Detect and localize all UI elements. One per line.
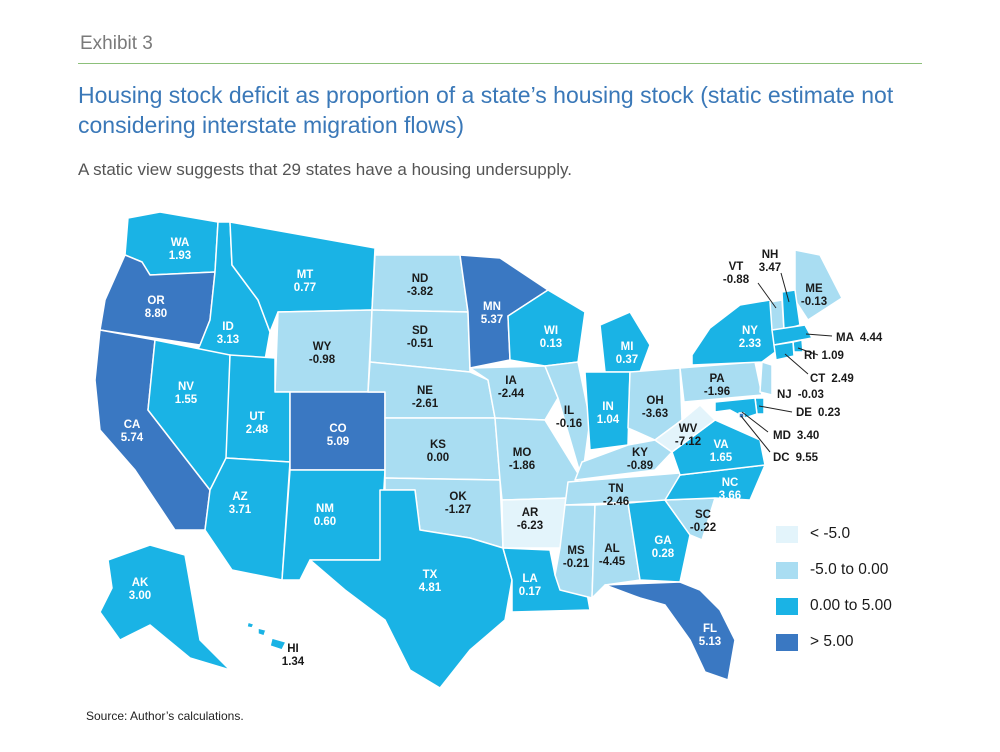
label-AL: AL -4.45 [599,543,626,568]
label-VA: VA 1.65 [710,439,733,464]
legend-swatch-lt-neg5 [776,525,798,543]
label-MN: MN 5.37 [481,301,503,326]
label-SC: SC -0.22 [690,509,716,534]
state-TX [309,489,513,689]
label-TN: TN -2.46 [603,483,629,508]
label-HI: HI 1.34 [282,643,305,668]
label-NJ: NJ -0.03 [777,389,824,401]
label-VT: VT -0.88 [723,261,750,286]
state-MD [714,397,758,419]
label-TX: TX 4.81 [419,569,442,594]
state-AZ [204,457,291,581]
label-CO: CO 5.09 [327,423,349,448]
label-NH: NH 3.47 [759,249,781,274]
label-KY: KY -0.89 [627,447,653,472]
state-AK [99,544,231,671]
label-MA: MA 4.44 [836,332,883,344]
state-GA [627,499,691,583]
state-AL [591,502,641,599]
state-FL [604,581,736,681]
state-MA [771,324,813,346]
label-WV: WV -7.12 [675,423,701,448]
state-NY [691,299,779,366]
legend-label: 0.00 to 5.00 [810,597,892,614]
state-RI [792,339,804,353]
legend-swatch-0-to-5 [776,597,798,615]
label-CA: CA 5.74 [121,419,144,444]
label-MS: MS -0.21 [563,545,590,570]
label-AK: AK 3.00 [129,577,151,602]
label-MO: MO -1.86 [509,447,535,472]
source-note: Source: Author’s calculations. [86,709,244,723]
state-HI [246,621,287,651]
state-CT [773,341,795,361]
label-MI: MI 0.37 [616,341,638,366]
leader-lines [740,272,833,453]
label-ND: ND -3.82 [407,273,433,298]
state-VT [769,299,785,331]
legend-item: -5.0 to 0.00 [776,552,892,588]
label-MT: MT 0.77 [294,269,316,294]
legend-item: > 5.00 [776,624,892,660]
label-LA: LA 0.17 [519,573,541,598]
label-AR: AR -6.23 [517,507,543,532]
label-WA: WA 1.93 [169,237,191,262]
label-KS: KS 0.00 [427,439,449,464]
label-NV: NV 1.55 [175,381,198,406]
map-title: Housing stock deficit as proportion of a… [78,82,894,138]
legend-swatch-neg5-to-0 [776,561,798,579]
label-NE: NE -2.61 [412,385,439,410]
label-OR: OR 8.80 [145,295,167,320]
label-SD: SD -0.51 [407,325,434,350]
label-RI: RI 1.09 [804,350,844,362]
state-MI [599,311,651,373]
label-DE: DE 0.23 [796,407,840,419]
label-GA: GA 0.28 [652,535,675,560]
label-IA: IA -2.44 [498,375,525,400]
label-FL: FL 5.13 [699,623,721,648]
legend-label: > 5.00 [810,633,854,650]
label-DC: DC 9.55 [773,452,819,464]
label-CT: CT 2.49 [810,373,854,385]
label-ME: ME -0.13 [801,283,827,308]
map-legend: < -5.0 -5.0 to 0.00 0.00 to 5.00 > 5.00 [776,516,892,660]
label-AZ: AZ 3.71 [229,491,252,516]
label-WI: WI 0.13 [540,325,562,350]
label-MD: MD 3.40 [773,430,819,442]
label-IN: IN 1.04 [597,401,620,426]
legend-item: < -5.0 [776,516,892,552]
label-WY: WY -0.98 [309,341,336,366]
state-WV [654,404,716,453]
label-NC: NC 3.66 [719,477,741,502]
label-OH: OH -3.63 [642,395,668,420]
legend-label: -5.0 to 0.00 [810,561,889,578]
state-NJ [759,361,773,396]
label-NM: NM 0.60 [314,503,336,528]
state-DC [738,412,745,419]
legend-label: < -5.0 [810,525,851,542]
legend-swatch-gt-5 [776,633,798,651]
exhibit-label: Exhibit 3 [80,33,153,54]
map-subtitle: A static view suggests that 29 states ha… [78,160,572,179]
label-PA: PA -1.96 [704,373,730,398]
label-ID: ID 3.13 [217,321,239,346]
label-IL: IL -0.16 [556,405,582,430]
state-IL [544,361,591,481]
legend-item: 0.00 to 5.00 [776,588,892,624]
title-rule [78,63,922,64]
label-OK: OK -1.27 [445,491,471,516]
label-NY: NY 2.33 [739,325,761,350]
label-UT: UT 2.48 [246,411,269,436]
